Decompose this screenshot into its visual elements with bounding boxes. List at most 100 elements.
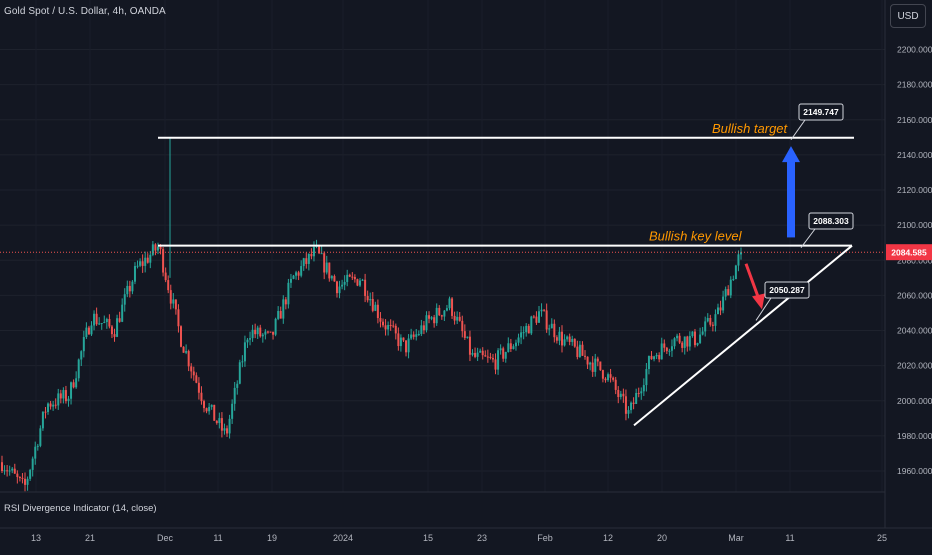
time-tick-label: 2024 <box>333 533 353 543</box>
candle-body <box>141 261 144 266</box>
candle-body <box>167 280 170 291</box>
candle-body <box>471 352 474 355</box>
price-axis[interactable]: 1960.000 1980.000 2000.000 2020.000 2040.000… <box>886 45 932 477</box>
time-tick-label: 21 <box>85 533 95 543</box>
candle-body <box>307 253 310 264</box>
candle-body <box>110 326 113 335</box>
candle-body <box>594 358 597 372</box>
candle-body <box>72 382 75 388</box>
candle-body <box>343 281 346 285</box>
candle-body <box>676 335 679 339</box>
candle-body <box>609 374 612 378</box>
candle-body <box>195 375 198 383</box>
candle-body <box>105 319 108 323</box>
candle-body <box>394 325 397 334</box>
candle-body <box>499 348 502 351</box>
candle-body <box>527 325 530 334</box>
candle-body <box>44 411 47 413</box>
candle-body <box>177 309 180 327</box>
candle-body <box>407 338 410 353</box>
candle-body <box>226 428 229 434</box>
candle-body <box>517 337 520 343</box>
time-tick-label: Dec <box>157 533 174 543</box>
candle-body <box>126 285 129 295</box>
candle-body <box>543 309 546 311</box>
candle-body <box>479 350 482 353</box>
time-axis[interactable]: 13 21 Dec 11 19 2024 15 23 Feb 12 20 Mar 11 25 <box>31 533 887 543</box>
candle-body <box>645 369 648 386</box>
bullish-arrow-head <box>782 146 800 163</box>
candle-body <box>98 323 101 325</box>
key-level-price-callout-box[interactable] <box>808 212 854 230</box>
candle-body <box>443 310 446 317</box>
candle-body <box>358 280 361 286</box>
currency-button[interactable]: USD <box>890 4 926 28</box>
candle-body <box>85 327 88 338</box>
candle-body <box>468 336 471 355</box>
candle-body <box>376 304 379 319</box>
candle-body <box>502 348 505 359</box>
candle-body <box>410 334 413 339</box>
price-tick-label: 2160.000 <box>897 115 932 125</box>
candle-body <box>274 318 277 335</box>
candle-body <box>54 404 57 406</box>
candle-body <box>530 316 533 334</box>
candle-body <box>440 315 443 317</box>
target-price-callout-box[interactable] <box>798 103 844 121</box>
candle-body <box>520 332 523 338</box>
candle-body <box>210 404 213 407</box>
candle-body <box>461 320 464 332</box>
candle-body <box>734 265 737 280</box>
price-tick-label: 2080.000 <box>897 255 932 265</box>
candle-body <box>353 276 356 280</box>
pullback-price-callout-box[interactable] <box>764 281 810 299</box>
candle-body <box>653 356 656 360</box>
time-tick-label: 19 <box>267 533 277 543</box>
candle-body <box>371 298 374 311</box>
candle-body <box>683 336 686 348</box>
candle-body <box>223 428 226 431</box>
candle-body <box>64 390 67 402</box>
candle-body <box>36 445 39 447</box>
candle-body <box>190 366 193 372</box>
symbol-title[interactable]: Gold Spot / U.S. Dollar, 4h, OANDA <box>4 6 166 17</box>
candle-body <box>561 331 564 346</box>
ascending-trendline[interactable] <box>633 244 853 427</box>
candle-body <box>415 334 418 337</box>
bullish-target-text[interactable]: Bullish target <box>712 121 789 136</box>
candle-body <box>47 403 50 412</box>
candle-body <box>3 470 6 472</box>
candle-body <box>200 392 203 402</box>
indicator-label[interactable]: RSI Divergence Indicator (14, close) <box>4 503 157 514</box>
candle-body <box>374 304 377 311</box>
candle-body <box>272 331 275 335</box>
candle-body <box>402 337 405 341</box>
candle-body <box>474 352 477 357</box>
candle-body <box>256 327 259 335</box>
price-tick-label: 2100.000 <box>897 220 932 230</box>
candle-body <box>589 362 592 365</box>
candle-body <box>310 253 313 257</box>
candle-body <box>514 342 517 347</box>
candle-body <box>59 393 62 399</box>
candle-body <box>558 331 561 341</box>
candle-body <box>632 402 635 404</box>
bullish-key-level-text[interactable]: Bullish key level <box>649 229 743 244</box>
time-tick-label: Feb <box>537 533 553 543</box>
candle-body <box>149 254 152 263</box>
candle-body <box>389 324 392 326</box>
key-level-price-callout-pointer <box>800 228 816 248</box>
candle-body <box>213 404 216 421</box>
candle-body <box>172 299 175 304</box>
candle-body <box>369 298 372 301</box>
candle-body <box>711 324 714 326</box>
key-level-price-callout: 2088.303 <box>813 216 849 226</box>
candle-body <box>215 420 218 424</box>
candle-body <box>292 275 295 279</box>
candle-body <box>463 331 466 338</box>
candle-body <box>312 246 315 257</box>
candle-body <box>29 469 32 479</box>
candle-body <box>90 325 93 335</box>
